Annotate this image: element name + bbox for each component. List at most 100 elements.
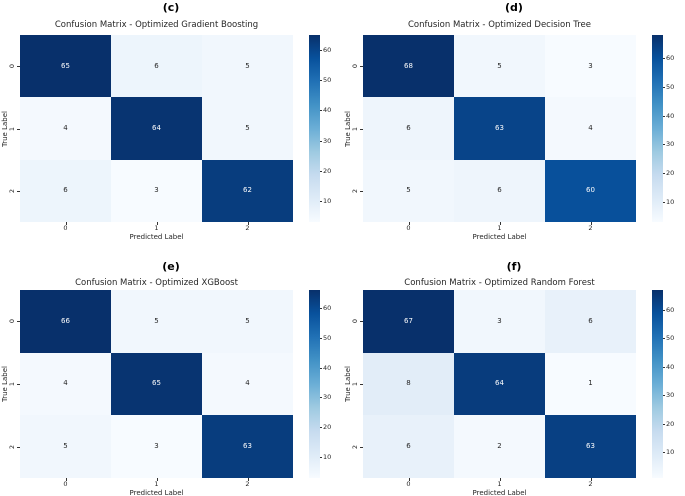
cell-value: 6 (497, 186, 502, 195)
cell-value: 65 (61, 61, 70, 70)
y-tick-label: 0 (351, 319, 359, 324)
x-tick-label: 2 (245, 480, 250, 488)
x-tick-mark (156, 478, 158, 481)
x-axis-label: Predicted Label (129, 233, 184, 241)
cell-value: 6 (406, 442, 411, 451)
heatmap-cell: 6 (545, 290, 636, 353)
colorbar-tick-mark (663, 86, 665, 88)
colorbar-tick-label: 20 (666, 419, 675, 428)
heatmap-cell: 5 (20, 415, 111, 478)
colorbar-tick-label: 50 (323, 333, 332, 342)
cell-value: 3 (154, 442, 159, 451)
y-tick-mark (360, 190, 363, 192)
y-tick-mark (17, 446, 20, 448)
heatmap-cell: 4 (545, 97, 636, 160)
y-tick-label: 2 (8, 444, 16, 449)
colorbar-tick-mark (663, 115, 665, 117)
heatmap-cell: 5 (202, 35, 293, 98)
heatmap-cell: 6 (363, 415, 454, 478)
heatmap: 68 5 3 6 63 4 5 6 60 (363, 35, 636, 222)
cell-value: 63 (586, 442, 595, 451)
x-tick-mark (247, 478, 249, 481)
heatmap-cell: 3 (454, 290, 545, 353)
colorbar-tick-mark (320, 307, 322, 309)
colorbar (652, 290, 663, 478)
heatmap-cell: 6 (111, 35, 202, 98)
heatmap-cell: 5 (202, 290, 293, 353)
x-axis-label: Predicted Label (472, 489, 527, 496)
cell-value: 6 (154, 61, 159, 70)
colorbar-tick-mark (320, 427, 322, 429)
heatmap-cell: 6 (363, 97, 454, 160)
y-tick-label: 1 (8, 126, 16, 131)
heatmap-cell: 64 (454, 352, 545, 416)
heatmap-cell: 6 (454, 159, 545, 222)
heatmap-cell: 65 (111, 352, 202, 416)
colorbar-tick-mark (663, 423, 665, 425)
colorbar-tick-mark (320, 397, 322, 399)
cell-value: 63 (495, 123, 504, 132)
colorbar-tick-mark (320, 367, 322, 369)
colorbar-tick-mark (320, 337, 322, 339)
cell-value: 3 (154, 186, 159, 195)
colorbar-tick-mark (663, 144, 665, 146)
y-tick-label: 0 (351, 64, 359, 69)
x-tick-label: 0 (406, 224, 411, 232)
panel-label: (d) (505, 1, 523, 14)
cell-value: 66 (61, 316, 70, 325)
heatmap-cell: 63 (454, 97, 545, 160)
cell-value: 68 (404, 61, 413, 70)
y-tick-label: 0 (8, 319, 16, 324)
x-axis-label: Predicted Label (472, 233, 527, 241)
y-tick-label: 2 (351, 444, 359, 449)
y-tick-mark (360, 384, 363, 385)
colorbar-tick-label: 20 (323, 166, 332, 175)
x-tick-mark (499, 222, 501, 225)
colorbar-tick-label: 10 (323, 453, 332, 462)
cell-value: 63 (243, 442, 252, 451)
cell-value: 60 (586, 186, 595, 195)
cell-value: 1 (588, 379, 593, 388)
cell-value: 5 (406, 186, 411, 195)
heatmap-cell: 5 (111, 290, 202, 353)
chart-title: Confusion Matrix - Optimized Decision Tr… (407, 20, 592, 30)
cell-value: 3 (497, 316, 502, 325)
heatmap-cell: 4 (202, 352, 293, 416)
heatmap-cell: 5 (202, 97, 293, 160)
heatmap: 65 6 5 4 64 5 6 3 62 (20, 35, 293, 222)
colorbar-tick-label: 40 (666, 111, 675, 120)
colorbar-tick-label: 40 (323, 363, 332, 372)
colorbar-tick-label: 50 (666, 334, 675, 343)
heatmap-cell: 63 (545, 415, 636, 478)
colorbar-tick-mark (663, 452, 665, 454)
x-tick-label: 0 (63, 224, 68, 232)
x-tick-mark (408, 478, 410, 481)
panel-label: (e) (162, 260, 180, 273)
panel-e: (e) Confusion Matrix - Optimized XGBoost 6… (0, 248, 342, 496)
x-tick-label: 2 (245, 224, 250, 232)
colorbar-tick-mark (320, 50, 322, 52)
panel-c: (c) Confusion Matrix - Optimized Gradient… (0, 0, 342, 248)
heatmap-cell: 6 (20, 159, 111, 222)
colorbar-tick-mark (663, 58, 665, 59)
heatmap-cell: 62 (202, 159, 293, 222)
heatmap-cell: 3 (545, 35, 636, 98)
colorbar-tick-mark (320, 170, 322, 172)
y-tick-mark (360, 321, 363, 323)
y-tick-label: 0 (8, 64, 16, 69)
colorbar-tick-label: 30 (666, 391, 675, 400)
x-tick-mark (590, 478, 592, 481)
cell-value: 5 (497, 61, 502, 70)
colorbar-tick-label: 60 (323, 303, 332, 312)
chart-title: Confusion Matrix - Optimized Gradient Bo… (54, 20, 259, 30)
cell-value: 64 (152, 123, 161, 132)
chart-title: Confusion Matrix - Optimized XGBoost (75, 278, 238, 288)
cell-value: 3 (588, 61, 593, 70)
x-axis-label: Predicted Label (129, 489, 184, 496)
cell-value: 62 (243, 186, 252, 195)
y-tick-mark (17, 190, 20, 192)
heatmap-cell: 2 (454, 415, 545, 478)
y-tick-label: 1 (351, 381, 359, 387)
y-tick-mark (17, 66, 20, 68)
